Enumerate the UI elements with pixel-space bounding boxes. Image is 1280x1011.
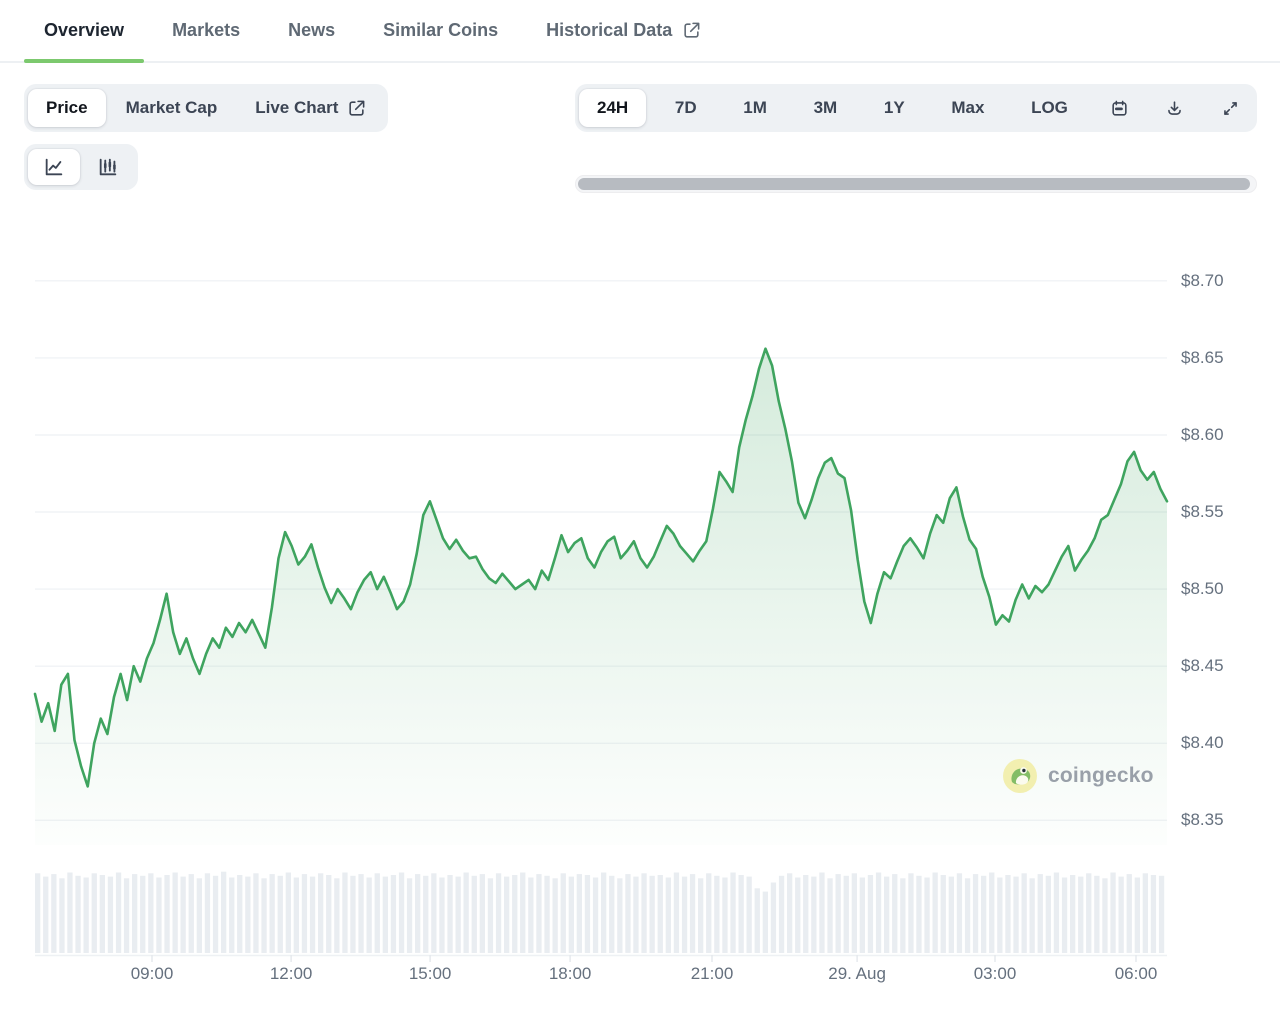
log-scale-button[interactable]: LOG (1013, 89, 1086, 127)
candlestick-chart-type-button[interactable] (82, 149, 134, 185)
y-axis-label: $8.60 (1181, 425, 1224, 444)
external-link-icon (347, 99, 366, 118)
x-axis-label: 29. Aug (828, 964, 886, 983)
tab-bar: Overview Markets News Similar Coins Hist… (0, 0, 1280, 63)
y-axis-label: $8.55 (1181, 502, 1224, 521)
line-chart-icon (43, 156, 65, 178)
fullscreen-button[interactable] (1208, 90, 1253, 127)
y-axis-label: $8.45 (1181, 656, 1224, 676)
x-axis-label: 15:00 (408, 964, 452, 983)
x-axis-label: 12:00 (269, 964, 313, 983)
line-chart-type-button[interactable] (28, 149, 80, 185)
tab-news-label: News (288, 20, 336, 40)
range-1y-button[interactable]: 1Y (866, 89, 923, 127)
x-axis-label: 03:00 (973, 964, 1017, 983)
market-cap-toggle-button[interactable]: Market Cap (108, 89, 236, 127)
tab-overview-label: Overview (44, 20, 125, 40)
download-icon (1165, 99, 1184, 118)
y-axis-label: $8.50 (1181, 579, 1224, 599)
tab-historical-data-label: Historical Data (546, 20, 673, 40)
chart-type-toggle-group (24, 144, 138, 190)
tab-historical-data[interactable]: Historical Data (526, 0, 721, 61)
range-1y-label: 1Y (883, 98, 905, 117)
range-7d-label: 7D (674, 98, 697, 117)
calendar-icon (1110, 99, 1129, 118)
tab-markets-label: Markets (172, 20, 241, 40)
candlestick-chart-icon (97, 156, 119, 178)
download-button[interactable] (1152, 90, 1197, 127)
coingecko-logo-icon (1002, 758, 1038, 794)
live-chart-button[interactable]: Live Chart (237, 89, 384, 127)
x-axis-label: 09:00 (130, 964, 174, 983)
range-toolbar: 24H 7D 1M 3M 1Y Max LOG (575, 84, 1257, 132)
log-scale-label: LOG (1031, 98, 1068, 117)
range-1m-label: 1M (743, 98, 767, 117)
x-axis-label: 18:00 (548, 964, 592, 983)
active-tab-underline (24, 59, 145, 63)
tab-similar-coins-label: Similar Coins (383, 20, 499, 40)
range-max-button[interactable]: Max (933, 89, 1002, 127)
price-toggle-label: Price (46, 98, 88, 117)
y-axis-label: $8.35 (1181, 810, 1224, 830)
x-axis-label: 06:00 (1114, 964, 1158, 983)
x-axis-label: 21:00 (690, 964, 734, 983)
tab-news[interactable]: News (268, 0, 355, 61)
tab-markets[interactable]: Markets (152, 0, 260, 61)
tab-overview[interactable]: Overview (24, 0, 145, 63)
coingecko-watermark: coingecko (1002, 758, 1154, 794)
metric-toggle-group: Price Market Cap Live Chart (24, 84, 389, 132)
range-max-label: Max (951, 98, 985, 117)
price-toggle-button[interactable]: Price (28, 89, 106, 127)
range-3m-label: 3M (813, 98, 838, 117)
calendar-button[interactable] (1097, 90, 1142, 127)
live-chart-label: Live Chart (255, 98, 339, 117)
range-24h-label: 24H (597, 98, 629, 117)
y-axis-label: $8.40 (1181, 733, 1224, 753)
y-axis-label: $8.65 (1181, 347, 1224, 367)
y-axis-label: $8.70 (1181, 270, 1224, 290)
range-24h-button[interactable]: 24H (579, 89, 647, 127)
expand-icon (1221, 99, 1240, 118)
chart-scrollbar-thumb[interactable] (578, 178, 1250, 190)
market-cap-toggle-label: Market Cap (125, 98, 218, 117)
chart-scrollbar[interactable] (575, 175, 1257, 193)
external-link-icon (682, 21, 701, 40)
range-7d-button[interactable]: 7D (657, 89, 715, 127)
range-1m-button[interactable]: 1M (725, 89, 785, 127)
tab-similar-coins[interactable]: Similar Coins (363, 0, 518, 61)
coingecko-watermark-text: coingecko (1048, 764, 1154, 787)
range-3m-button[interactable]: 3M (796, 89, 856, 127)
